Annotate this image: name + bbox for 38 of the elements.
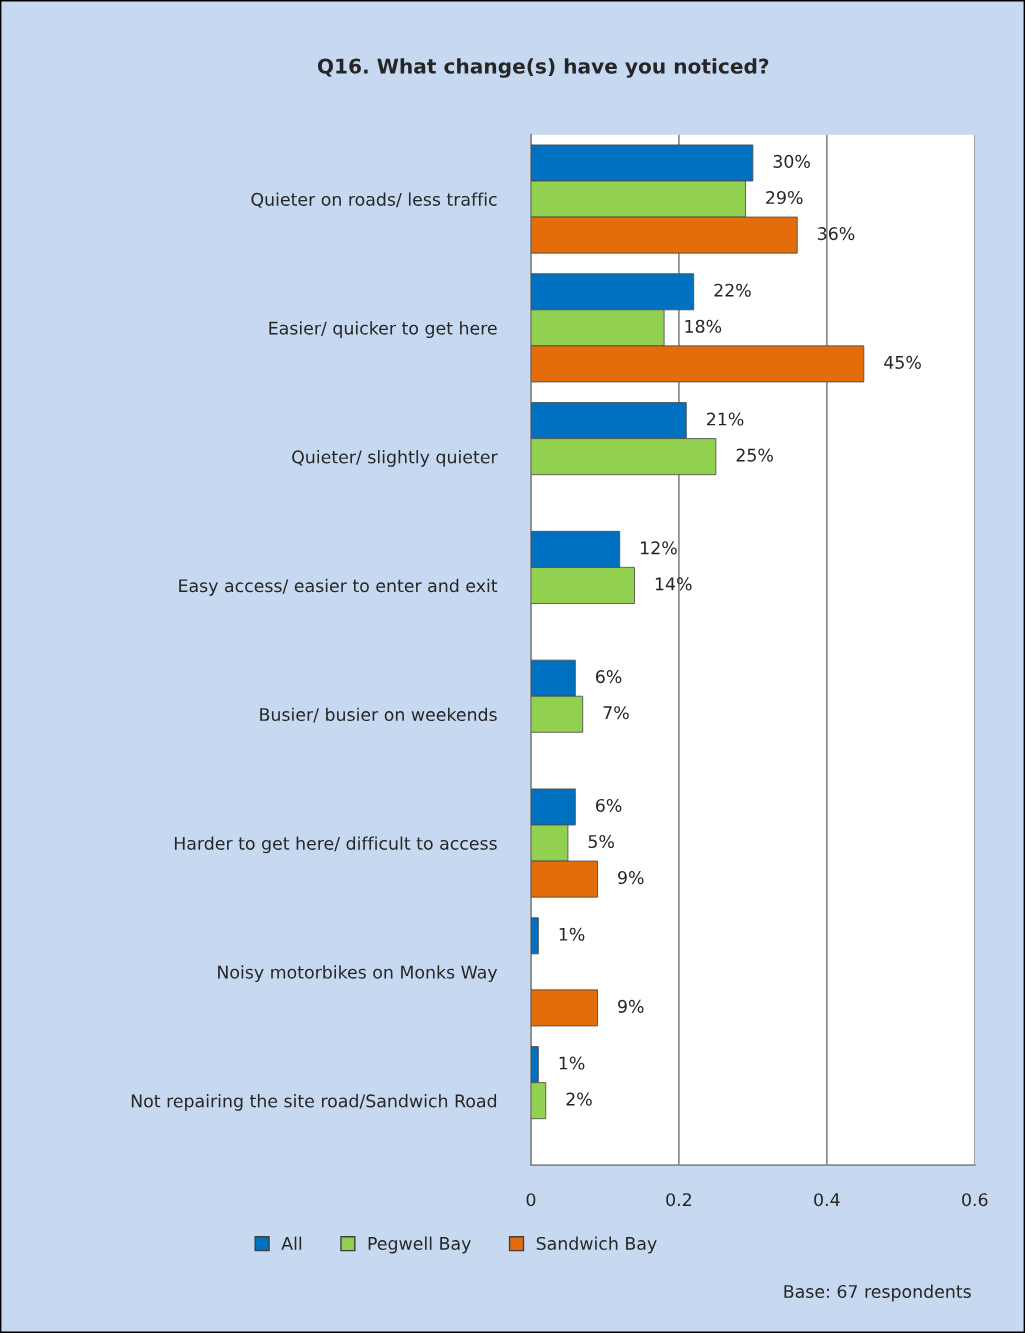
data-label: 25% <box>736 448 773 462</box>
x-tick-label: 0 <box>526 1193 536 1207</box>
y-tick-label: Quieter on roads/ less traffic <box>251 192 497 208</box>
y-tick-label: Busier/ busier on weekends <box>260 707 497 723</box>
legend-label: Sandwich Bay <box>536 1236 657 1254</box>
data-label: 6% <box>595 670 622 684</box>
text: Base: 67 respondents <box>784 1284 971 1302</box>
data-label: 36% <box>818 227 855 241</box>
bar <box>530 917 539 955</box>
y-tick-label: Not repairing the site road/Sandwich Road <box>131 1094 497 1111</box>
y-tick-label: Harder to get here/ difficult to access <box>174 836 497 854</box>
y-tick-label: Noisy motorbikes on Monks Way <box>218 965 498 983</box>
x-tick-label: 0.6 <box>962 1193 988 1207</box>
chart-title: Q16. What change(s) have you noticed? <box>317 58 769 78</box>
bar <box>530 989 598 1027</box>
y-tick-label: Easy access/ easier to enter and exit <box>179 578 498 596</box>
data-label: 29% <box>766 190 803 205</box>
data-label: 12% <box>641 541 677 555</box>
data-label: 2% <box>566 1092 592 1106</box>
y-tick-label: Quieter/ slightly quieter <box>292 450 498 467</box>
data-label: 22% <box>714 283 751 297</box>
data-label: 6% <box>595 798 622 813</box>
x-tick-label: 0.4 <box>814 1193 840 1207</box>
data-label: 21% <box>707 412 744 426</box>
legend-label: Pegwell Bay <box>368 1236 471 1254</box>
data-label: 7% <box>603 706 629 720</box>
x-tick-label: 0.2 <box>666 1193 691 1207</box>
data-label: 14% <box>655 577 692 591</box>
legend-label: All <box>281 1236 302 1250</box>
data-label: 1% <box>559 1056 585 1070</box>
data-label: 5% <box>588 834 614 849</box>
y-tick-label: Easier/ quicker to get here <box>269 321 497 339</box>
data-label: 18% <box>685 319 722 333</box>
data-label: 9% <box>618 999 644 1013</box>
data-label: 30% <box>773 154 810 169</box>
data-label: 9% <box>618 871 644 885</box>
data-label: 45% <box>884 355 921 369</box>
data-label: 1% <box>559 927 585 941</box>
